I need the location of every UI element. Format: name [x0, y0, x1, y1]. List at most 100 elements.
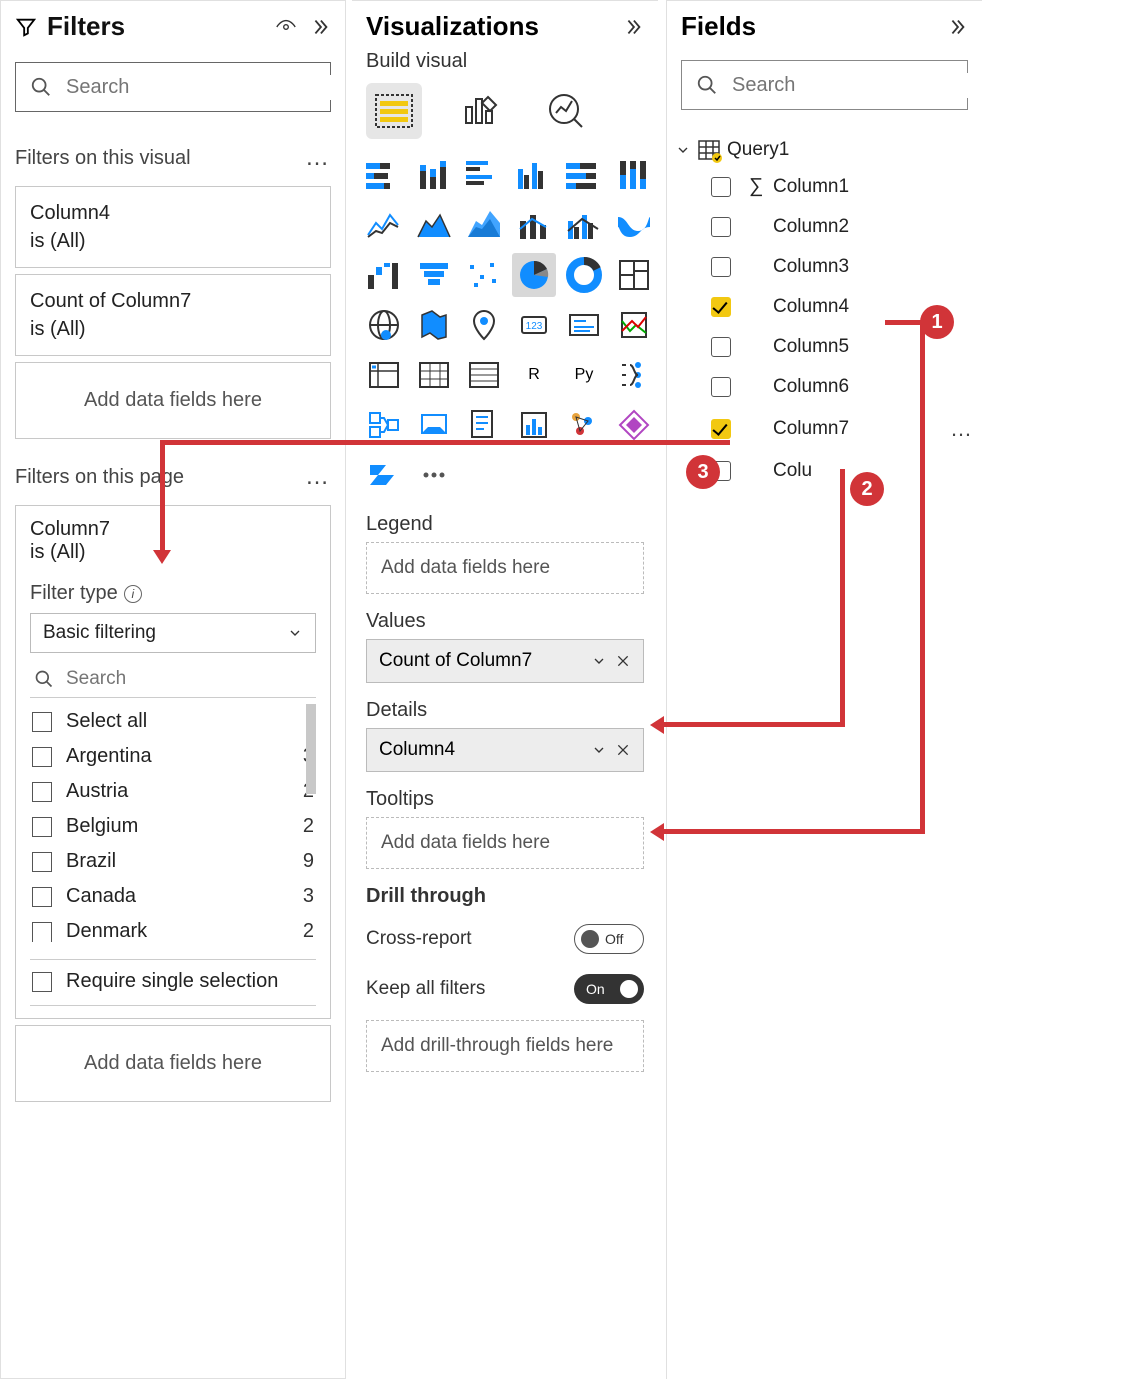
chevron-down-icon: [287, 625, 303, 641]
more-icon[interactable]: …: [305, 144, 331, 172]
viz-clustered-column[interactable]: [512, 153, 556, 197]
tab-build-visual[interactable]: [366, 83, 422, 139]
list-item: Canada3: [30, 879, 316, 914]
callout-1: 1: [920, 305, 954, 339]
checkbox[interactable]: [711, 337, 731, 357]
remove-icon[interactable]: [615, 653, 631, 669]
viz-map[interactable]: [362, 303, 406, 347]
viz-100-stacked-bar[interactable]: [562, 153, 606, 197]
checkbox[interactable]: [32, 782, 52, 802]
viz-treemap[interactable]: [612, 253, 656, 297]
filter-card-column4[interactable]: Column4 is (All): [15, 186, 331, 268]
checkbox[interactable]: [32, 887, 52, 907]
checkbox[interactable]: [32, 852, 52, 872]
cross-report-toggle[interactable]: Off: [574, 924, 644, 954]
more-icon[interactable]: …: [305, 463, 331, 491]
fields-search[interactable]: [681, 60, 968, 110]
viz-python-visual[interactable]: [612, 353, 656, 397]
cross-report-label: Cross-report: [366, 928, 472, 950]
collapse-icon[interactable]: [946, 16, 968, 38]
filters-search[interactable]: [15, 62, 331, 112]
viz-kpi[interactable]: [362, 353, 406, 397]
viz-line-clustered-column[interactable]: [562, 203, 606, 247]
viz-waterfall[interactable]: [362, 253, 406, 297]
details-pill[interactable]: Column4: [366, 728, 644, 772]
viz-ribbon[interactable]: [612, 203, 656, 247]
viz-gauge[interactable]: 123: [512, 303, 556, 347]
filter-values-search-input[interactable]: [64, 667, 313, 691]
viz-100-stacked-column[interactable]: [612, 153, 656, 197]
tab-format-visual[interactable]: [452, 83, 508, 139]
checkbox[interactable]: [711, 297, 731, 317]
checkbox[interactable]: [711, 217, 731, 237]
collapse-icon[interactable]: [309, 16, 331, 38]
filters-visual-dropzone[interactable]: Add data fields here: [15, 362, 331, 439]
viz-donut[interactable]: [562, 253, 606, 297]
viz-matrix[interactable]: R: [512, 353, 556, 397]
filters-pane: Filters Filters on this visual… Column4 …: [0, 0, 346, 1379]
chevron-down-icon[interactable]: [591, 742, 607, 758]
viz-stacked-area[interactable]: [462, 203, 506, 247]
field-row: Column6: [711, 367, 974, 407]
checkbox[interactable]: [32, 712, 52, 732]
chevron-down-icon[interactable]: [591, 653, 607, 669]
values-pill[interactable]: Count of Column7: [366, 639, 644, 683]
search-icon: [30, 76, 52, 98]
filters-search-input[interactable]: [64, 75, 333, 100]
viz-stacked-column[interactable]: [412, 153, 456, 197]
checkbox[interactable]: [32, 972, 52, 992]
viz-pie[interactable]: [512, 253, 556, 297]
keep-all-filters-label: Keep all filters: [366, 978, 485, 1000]
table-header[interactable]: Query1: [675, 134, 974, 166]
filter-card-column7count[interactable]: Count of Column7 is (All): [15, 274, 331, 356]
tooltips-dropzone[interactable]: Add data fields here: [366, 817, 644, 869]
tab-analytics[interactable]: [538, 83, 594, 139]
checkbox[interactable]: [32, 747, 52, 767]
keep-all-filters-toggle[interactable]: On: [574, 974, 644, 1004]
checkbox[interactable]: [711, 377, 731, 397]
filter-values-search[interactable]: [30, 661, 316, 698]
fields-title: Fields: [681, 11, 756, 42]
viz-r-visual[interactable]: Py: [562, 353, 606, 397]
field-row: Column2: [711, 207, 974, 247]
viz-funnel[interactable]: [412, 253, 456, 297]
viz-table[interactable]: [462, 353, 506, 397]
viz-clustered-bar[interactable]: [462, 153, 506, 197]
field-row: ∑Column1: [711, 166, 974, 207]
fields-search-input[interactable]: [730, 73, 999, 98]
legend-label: Legend: [352, 497, 658, 542]
filter-type-select[interactable]: Basic filtering: [30, 613, 316, 653]
viz-stacked-bar[interactable]: [362, 153, 406, 197]
filters-page-dropzone[interactable]: Add data fields here: [15, 1025, 331, 1102]
viz-multi-row-card[interactable]: [612, 303, 656, 347]
svg-text:123: 123: [526, 321, 543, 332]
legend-dropzone[interactable]: Add data fields here: [366, 542, 644, 594]
info-icon[interactable]: i: [124, 585, 142, 603]
viz-card[interactable]: [562, 303, 606, 347]
checkbox[interactable]: [32, 817, 52, 837]
checkbox[interactable]: [32, 922, 52, 942]
viz-more[interactable]: [412, 453, 456, 497]
eye-icon[interactable]: [275, 16, 297, 38]
filter-values-list[interactable]: Select all Argentina3 Austria2 Belgium2 …: [30, 704, 316, 949]
viz-area[interactable]: [412, 203, 456, 247]
viz-line-stacked-column[interactable]: [512, 203, 556, 247]
viz-slicer[interactable]: [412, 353, 456, 397]
require-single-selection[interactable]: Require single selection: [30, 959, 316, 1006]
viz-filled-map[interactable]: [412, 303, 456, 347]
list-item: Denmark2: [30, 914, 316, 949]
remove-icon[interactable]: [615, 742, 631, 758]
viz-azure-map[interactable]: [462, 303, 506, 347]
viz-scatter[interactable]: [462, 253, 506, 297]
drillthrough-dropzone[interactable]: Add drill-through fields here: [366, 1020, 644, 1072]
checkbox[interactable]: [711, 257, 731, 277]
more-icon[interactable]: …: [950, 416, 974, 442]
checkbox[interactable]: [711, 177, 731, 197]
viz-power-automate[interactable]: [362, 453, 406, 497]
viz-line[interactable]: [362, 203, 406, 247]
page-filter-card[interactable]: Column7 is (All) Filter typei Basic filt…: [15, 505, 331, 1019]
collapse-icon[interactable]: [622, 16, 644, 38]
checkbox[interactable]: [711, 419, 731, 439]
fields-pane: Fields Query1 ∑Column1 Column2 Column3 C…: [666, 0, 982, 1379]
drillthrough-label: Drill through: [352, 869, 658, 914]
